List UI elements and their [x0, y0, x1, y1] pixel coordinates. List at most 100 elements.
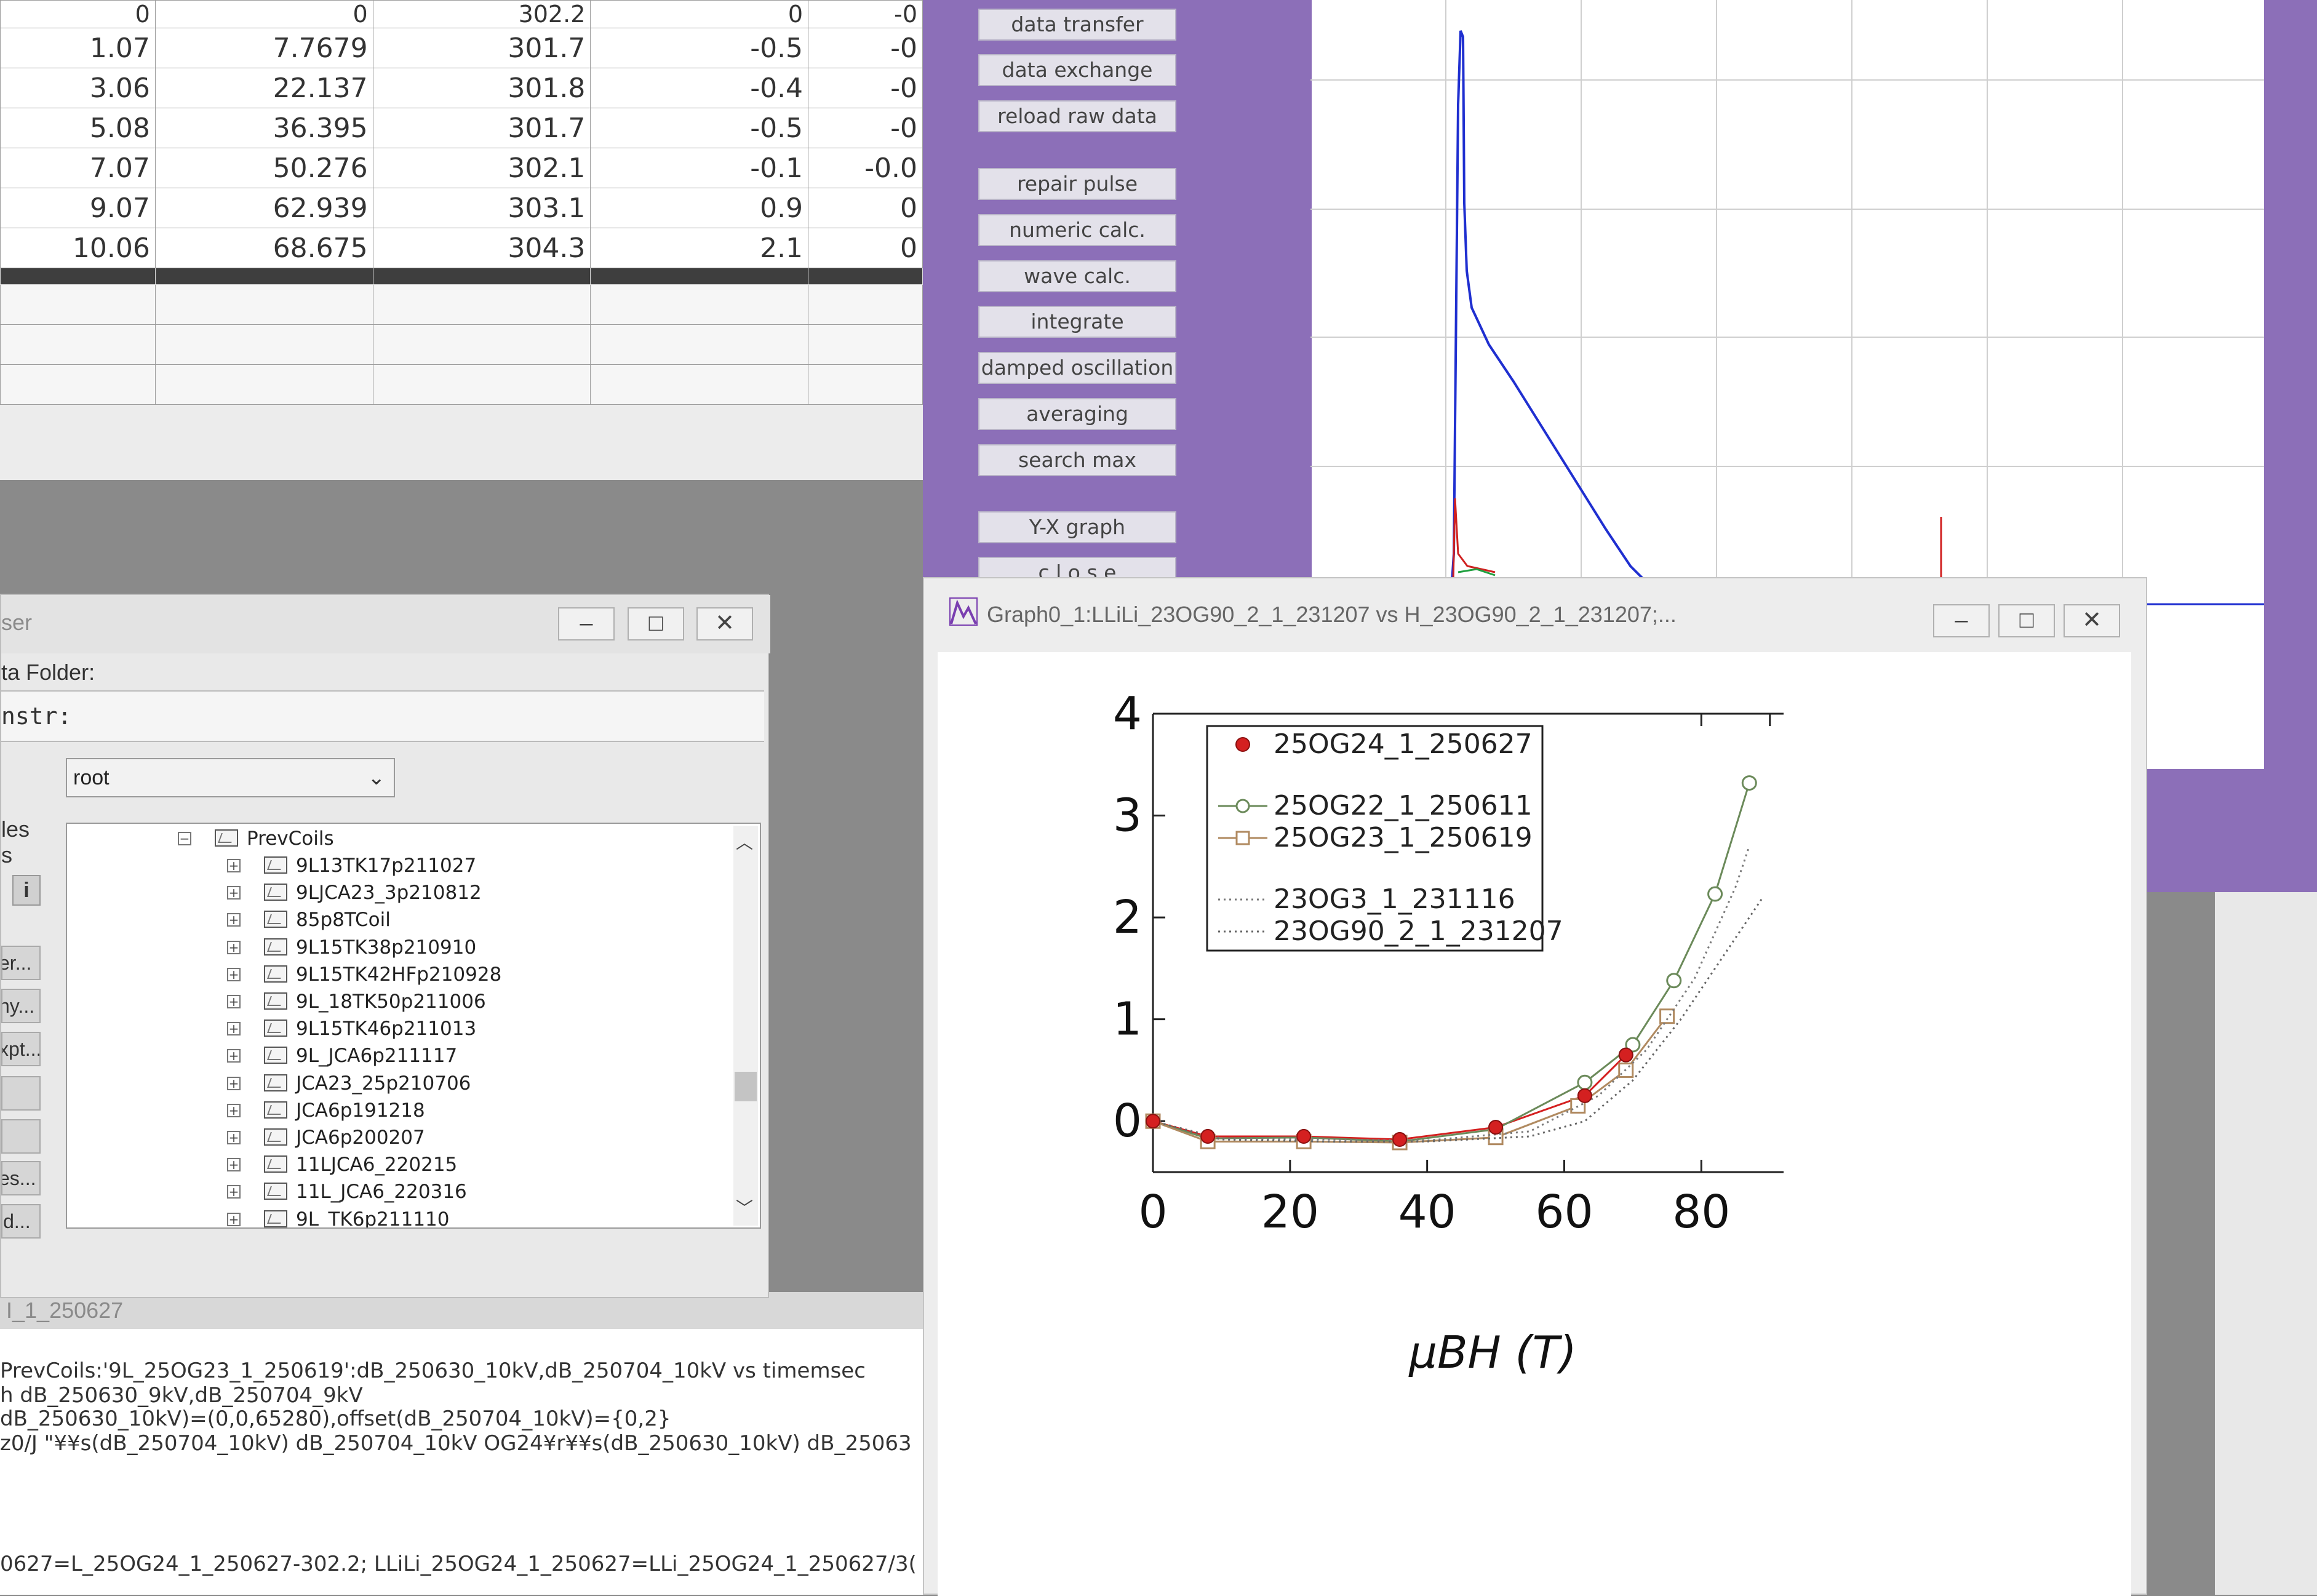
expand-icon[interactable]: +: [227, 886, 241, 900]
macro-button-data-transfer[interactable]: data transfer: [978, 9, 1176, 41]
tree-item[interactable]: + JCA23_25p210706: [67, 1070, 732, 1097]
macro-button-averaging[interactable]: averaging: [978, 398, 1176, 430]
macro-button-y-x-graph[interactable]: Y-X graph: [978, 511, 1176, 543]
graph-minimize-button[interactable]: –: [1933, 604, 1990, 637]
table-cell[interactable]: 68.675: [154, 228, 373, 268]
side-button[interactable]: es...: [1, 1161, 41, 1195]
table-cell[interactable]: [590, 284, 809, 325]
table-cell[interactable]: 10.06: [0, 228, 156, 268]
table-cell[interactable]: 0.9: [590, 188, 809, 228]
tree-item[interactable]: +9L_TK6p211110: [67, 1206, 732, 1227]
graph-maximize-button[interactable]: □: [1998, 604, 2055, 637]
table-cell[interactable]: -0: [808, 28, 923, 68]
table-cell[interactable]: -0.4: [590, 68, 809, 108]
table-cell[interactable]: [372, 324, 591, 365]
tree-item[interactable]: +9LJCA23_3p210812: [67, 879, 732, 906]
table-cell[interactable]: [372, 364, 591, 405]
data-folder-path[interactable]: nstr:: [1, 690, 764, 742]
expand-icon[interactable]: +: [227, 967, 241, 981]
table-cell[interactable]: 0: [154, 0, 373, 28]
table-cell[interactable]: [154, 284, 373, 325]
folder-select[interactable]: root ⌄: [66, 758, 395, 797]
table-cell[interactable]: [0, 284, 156, 325]
table-cell[interactable]: [0, 364, 156, 405]
table-cell[interactable]: -0.5: [590, 28, 809, 68]
table-cell[interactable]: -0.5: [590, 108, 809, 148]
side-button[interactable]: ny...: [1, 989, 41, 1023]
scroll-thumb[interactable]: [735, 1072, 757, 1101]
expand-icon[interactable]: +: [227, 995, 241, 1008]
expand-icon[interactable]: +: [227, 1076, 241, 1090]
table-cell[interactable]: [372, 284, 591, 325]
macro-button-damped-oscillation[interactable]: damped oscillation: [978, 352, 1176, 384]
table-cell[interactable]: 7.07: [0, 148, 156, 188]
tree-item[interactable]: +11LJCA6_220215: [67, 1151, 732, 1178]
macro-button-numeric-calc-[interactable]: numeric calc.: [978, 214, 1176, 246]
table-cell[interactable]: [808, 284, 923, 325]
tree-scrollbar[interactable]: ︿ ﹀: [733, 826, 758, 1226]
table-cell[interactable]: 301.8: [372, 68, 591, 108]
tree-item[interactable]: +9L_JCA6p211117: [67, 1042, 732, 1069]
side-button[interactable]: xpt...: [1, 1032, 41, 1066]
table-cell[interactable]: -0: [808, 108, 923, 148]
side-button[interactable]: er...: [1, 946, 41, 980]
expand-icon[interactable]: +: [227, 913, 241, 927]
tree-item[interactable]: +9L13TK17p211027: [67, 852, 732, 879]
table-cell[interactable]: -0: [808, 0, 923, 28]
table-cell[interactable]: 1.07: [0, 28, 156, 68]
table-cell[interactable]: 303.1: [372, 188, 591, 228]
table-cell[interactable]: 304.3: [372, 228, 591, 268]
maximize-button[interactable]: □: [628, 607, 684, 640]
tree-item[interactable]: + JCA6p191218: [67, 1097, 732, 1124]
table-cell[interactable]: 5.08: [0, 108, 156, 148]
info-icon[interactable]: i: [12, 875, 41, 906]
table-cell[interactable]: 9.07: [0, 188, 156, 228]
table-cell[interactable]: 22.137: [154, 68, 373, 108]
command-window[interactable]: I_1_250627 PrevCoils:'9L_25OG23_1_250619…: [0, 1292, 923, 1595]
folder-tree[interactable]: − PrevCoils +9L13TK17p211027 +9LJCA23_3p210…: [66, 823, 761, 1229]
table-cell[interactable]: [0, 324, 156, 365]
macro-button-search-max[interactable]: search max: [978, 444, 1176, 476]
table-cell[interactable]: [590, 364, 809, 405]
macro-button-repair-pulse[interactable]: repair pulse: [978, 168, 1176, 200]
table-cell[interactable]: [808, 324, 923, 365]
minimize-button[interactable]: –: [558, 607, 615, 640]
close-button[interactable]: ✕: [696, 607, 753, 640]
tree-item[interactable]: + JCA6p200207: [67, 1124, 732, 1151]
table-cell[interactable]: 301.7: [372, 108, 591, 148]
expand-icon[interactable]: +: [227, 1185, 241, 1199]
table-cell[interactable]: -0.1: [590, 148, 809, 188]
table-cell[interactable]: 36.395: [154, 108, 373, 148]
table-cell[interactable]: 3.06: [0, 68, 156, 108]
tree-item[interactable]: +85p8TCoil: [67, 906, 732, 933]
table-cell[interactable]: 302.1: [372, 148, 591, 188]
table-cell[interactable]: [808, 364, 923, 405]
table-cell[interactable]: 50.276: [154, 148, 373, 188]
table-cell[interactable]: 0: [0, 0, 156, 28]
expand-icon[interactable]: +: [227, 1022, 241, 1036]
table-cell[interactable]: [590, 324, 809, 365]
table-cell[interactable]: [154, 364, 373, 405]
expand-icon[interactable]: +: [227, 1049, 241, 1063]
scroll-up-icon[interactable]: ︿: [736, 833, 754, 852]
collapse-icon[interactable]: −: [178, 832, 191, 845]
table-cell[interactable]: 2.1: [590, 228, 809, 268]
tree-root-prevcoils[interactable]: − PrevCoils: [67, 825, 732, 852]
table-cell[interactable]: 62.939: [154, 188, 373, 228]
table-cell[interactable]: 7.7679: [154, 28, 373, 68]
side-button[interactable]: [1, 1119, 41, 1154]
expand-icon[interactable]: +: [227, 859, 241, 872]
tree-item[interactable]: +9L15TK46p211013: [67, 1015, 732, 1042]
tree-item[interactable]: +11L_JCA6_220316: [67, 1178, 732, 1205]
table-cell[interactable]: 301.7: [372, 28, 591, 68]
tree-item[interactable]: +9L_18TK50p211006: [67, 988, 732, 1015]
table-cell[interactable]: 0: [590, 0, 809, 28]
macro-button-data-exchange[interactable]: data exchange: [978, 54, 1176, 86]
tree-item[interactable]: +9L15TK38p210910: [67, 934, 732, 961]
graph-close-button[interactable]: ✕: [2064, 604, 2120, 637]
tree-item[interactable]: +9L15TK42HFp210928: [67, 961, 732, 988]
macro-button-reload-raw-data[interactable]: reload raw data: [978, 100, 1176, 132]
table-cell[interactable]: 0: [808, 228, 923, 268]
expand-icon[interactable]: +: [227, 1103, 241, 1117]
